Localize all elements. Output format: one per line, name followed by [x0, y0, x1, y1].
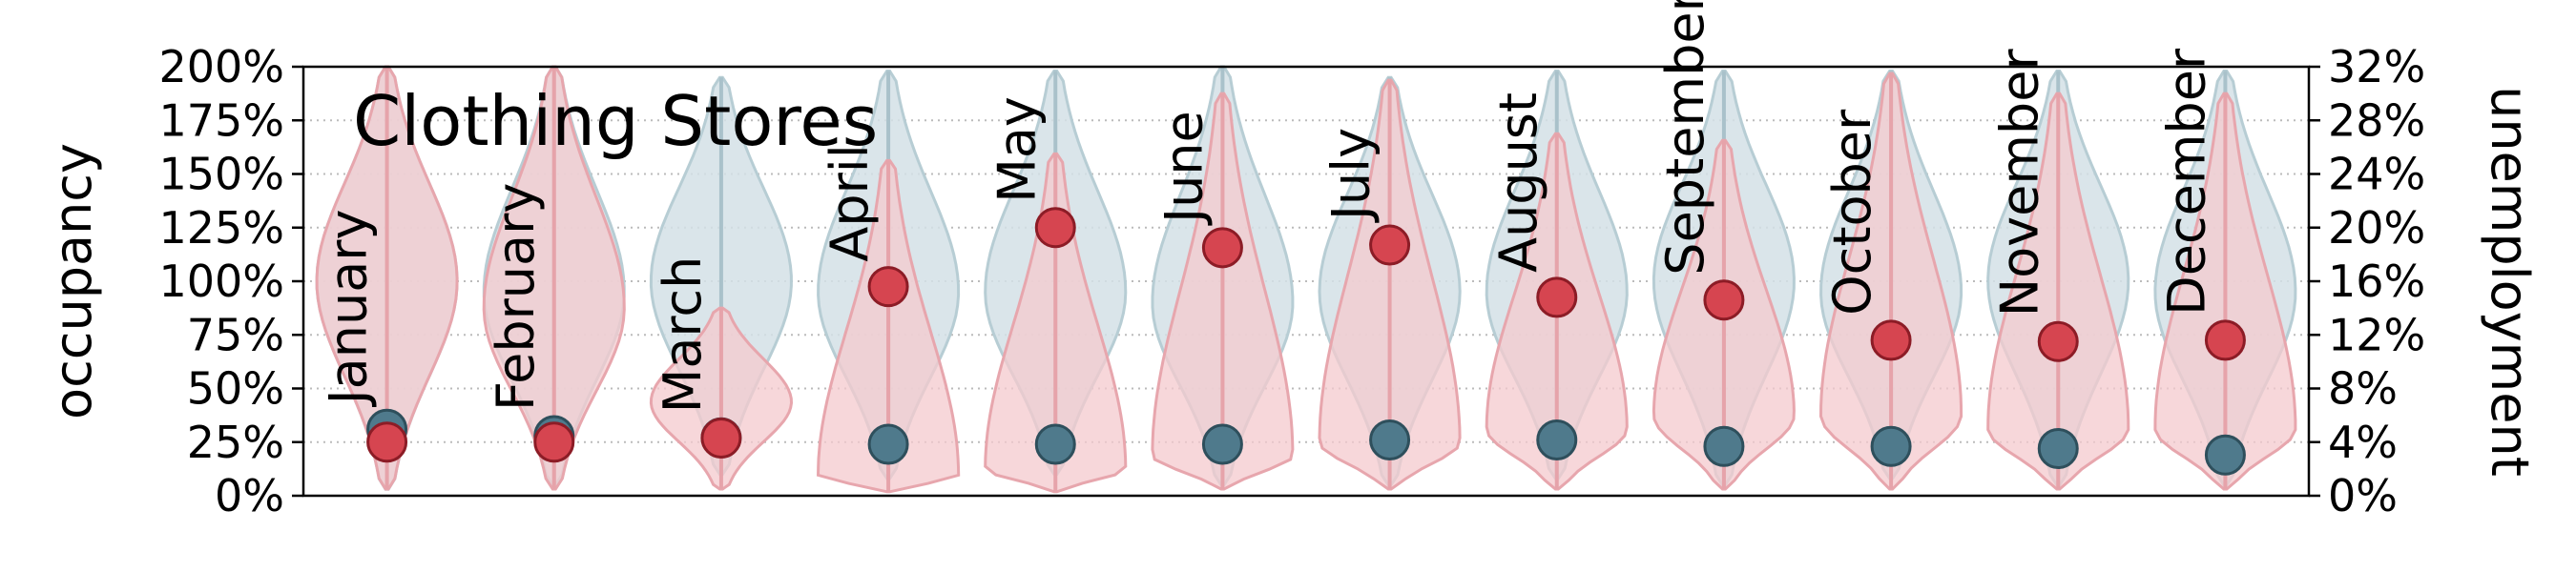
left-tick-label: 175% [158, 94, 284, 146]
chart-title: Clothing Stores [353, 81, 878, 161]
occupancy-median-point [1536, 419, 1578, 460]
unemployment-median-point [533, 421, 575, 463]
month-label: February [486, 183, 546, 411]
unemployment-median-point [366, 421, 408, 463]
right-tick-label: 4% [2328, 417, 2398, 468]
right-tick-label: 32% [2328, 41, 2425, 92]
right-tick-label: 0% [2328, 470, 2398, 521]
left-tick-label: 25% [187, 417, 284, 468]
left-tick-label: 75% [187, 309, 284, 360]
month-label: January [319, 210, 379, 408]
right-tick-label: 8% [2328, 363, 2398, 415]
left-y-axis: 0%25%50%75%100%125%150%175%200% [158, 41, 303, 521]
month-label: December [2156, 48, 2216, 316]
occupancy-median-point [2204, 434, 2246, 476]
right-tick-label: 24% [2328, 149, 2425, 200]
occupancy-median-point [1034, 423, 1076, 465]
month-label: September [1655, 0, 1715, 276]
occupancy-median-point [1369, 419, 1411, 460]
right-tick-label: 20% [2328, 202, 2425, 254]
left-tick-label: 150% [158, 149, 284, 200]
unemployment-median-point [1201, 227, 1243, 269]
month-label: August [1488, 92, 1548, 273]
y-axis-label-left: occupancy [43, 143, 103, 419]
month-label: October [1822, 109, 1882, 316]
left-tick-label: 50% [187, 363, 284, 415]
unemployment-median-point [1034, 207, 1076, 249]
unemployment-median-markers [366, 207, 2246, 463]
occupancy-median-point [2037, 428, 2079, 469]
y-axis-label-right: unemployment [2480, 86, 2540, 477]
unemployment-median-point [2204, 319, 2246, 361]
left-tick-label: 0% [215, 470, 284, 521]
unemployment-median-point [1870, 319, 1912, 361]
month-label: June [1153, 111, 1214, 226]
month-label: November [1989, 49, 2049, 317]
unemployment-median-point [1703, 279, 1745, 321]
unemployment-median-point [1369, 224, 1411, 266]
month-labels: January February March April May June July Augu… [319, 0, 2217, 413]
unemployment-median-point [700, 418, 742, 460]
month-label: May [987, 96, 1047, 203]
occupancy-median-point [1703, 425, 1745, 467]
left-tick-label: 200% [158, 41, 284, 92]
occupancy-median-point [867, 423, 909, 465]
month-label: April [820, 144, 880, 261]
unemployment-median-point [2037, 320, 2079, 362]
month-label: July [1321, 128, 1381, 223]
occupancy-median-point [1201, 423, 1243, 465]
right-y-axis: 0%4%8%12%16%20%24%28%32% [2309, 41, 2425, 521]
right-tick-label: 12% [2328, 309, 2425, 360]
unemployment-median-point [1536, 276, 1578, 318]
left-tick-label: 100% [158, 255, 284, 307]
right-tick-label: 28% [2328, 94, 2425, 146]
occupancy-median-point [1870, 425, 1912, 467]
unemployment-median-point [867, 266, 909, 308]
right-tick-label: 16% [2328, 255, 2425, 307]
month-label: March [653, 256, 713, 414]
left-tick-label: 125% [158, 202, 284, 254]
